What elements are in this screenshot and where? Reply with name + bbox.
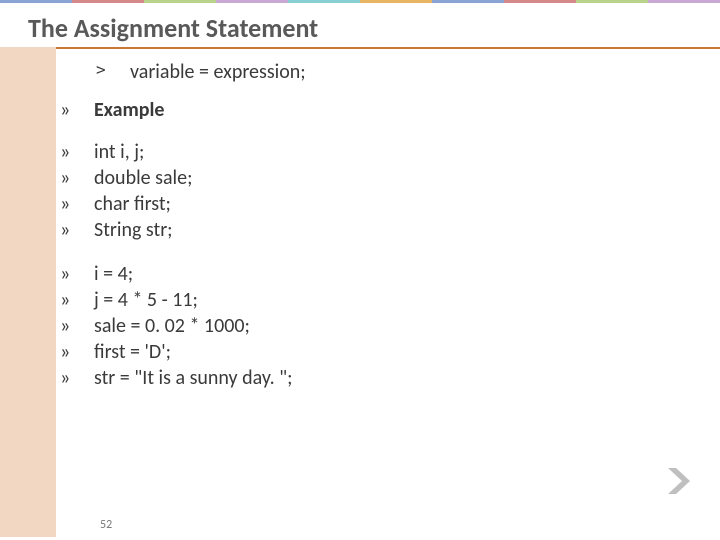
bullet-icon: »	[55, 314, 94, 338]
slide: The Assignment Statement > variable = ex…	[0, 0, 720, 540]
bullet-icon: »	[55, 140, 94, 164]
bullet-icon: »	[55, 98, 94, 122]
code-text: first = 'D';	[94, 340, 171, 364]
code-text: sale = 0. 02 * 1000;	[94, 314, 250, 338]
title-underline	[0, 47, 720, 49]
assignments-block: » i = 4; » j = 4 * 5 - 11; » sale = 0. 0…	[55, 262, 690, 390]
code-text: str = "It is a sunny day. ";	[94, 366, 293, 390]
list-item: » j = 4 * 5 - 11;	[55, 288, 690, 312]
slide-title: The Assignment Statement	[28, 12, 318, 44]
left-accent-block	[0, 47, 56, 537]
code-text: i = 4;	[94, 262, 133, 286]
list-item: » sale = 0. 02 * 1000;	[55, 314, 690, 338]
content-area: > variable = expression; » Example » int…	[55, 60, 690, 392]
syntax-bullet: >	[91, 60, 130, 79]
top-color-strip	[0, 0, 720, 3]
list-item: » i = 4;	[55, 262, 690, 286]
syntax-text: variable = expression;	[130, 60, 306, 84]
list-item: » str = "It is a sunny day. ";	[55, 366, 690, 390]
bullet-icon: »	[55, 262, 94, 286]
code-text: double sale;	[94, 166, 192, 190]
code-text: int i, j;	[94, 140, 144, 164]
bullet-icon: »	[55, 288, 94, 312]
bullet-icon: »	[55, 166, 94, 190]
list-item: » String str;	[55, 218, 690, 242]
code-text: char first;	[94, 192, 171, 216]
chevron-right-icon	[666, 466, 694, 496]
bullet-icon: »	[55, 218, 94, 242]
code-text: j = 4 * 5 - 11;	[94, 288, 198, 312]
declarations-block: » int i, j; » double sale; » char first;…	[55, 140, 690, 242]
code-text: String str;	[94, 218, 173, 242]
list-item: » first = 'D';	[55, 340, 690, 364]
bullet-icon: »	[55, 366, 94, 390]
bullet-icon: »	[55, 340, 94, 364]
page-number: 52	[100, 518, 112, 532]
section-heading-line: » Example	[55, 98, 690, 122]
section-heading: Example	[94, 98, 165, 122]
list-item: » int i, j;	[55, 140, 690, 164]
list-item: » double sale;	[55, 166, 690, 190]
spacer	[55, 244, 690, 262]
list-item: » char first;	[55, 192, 690, 216]
bullet-icon: »	[55, 192, 94, 216]
syntax-line: > variable = expression;	[55, 60, 690, 84]
